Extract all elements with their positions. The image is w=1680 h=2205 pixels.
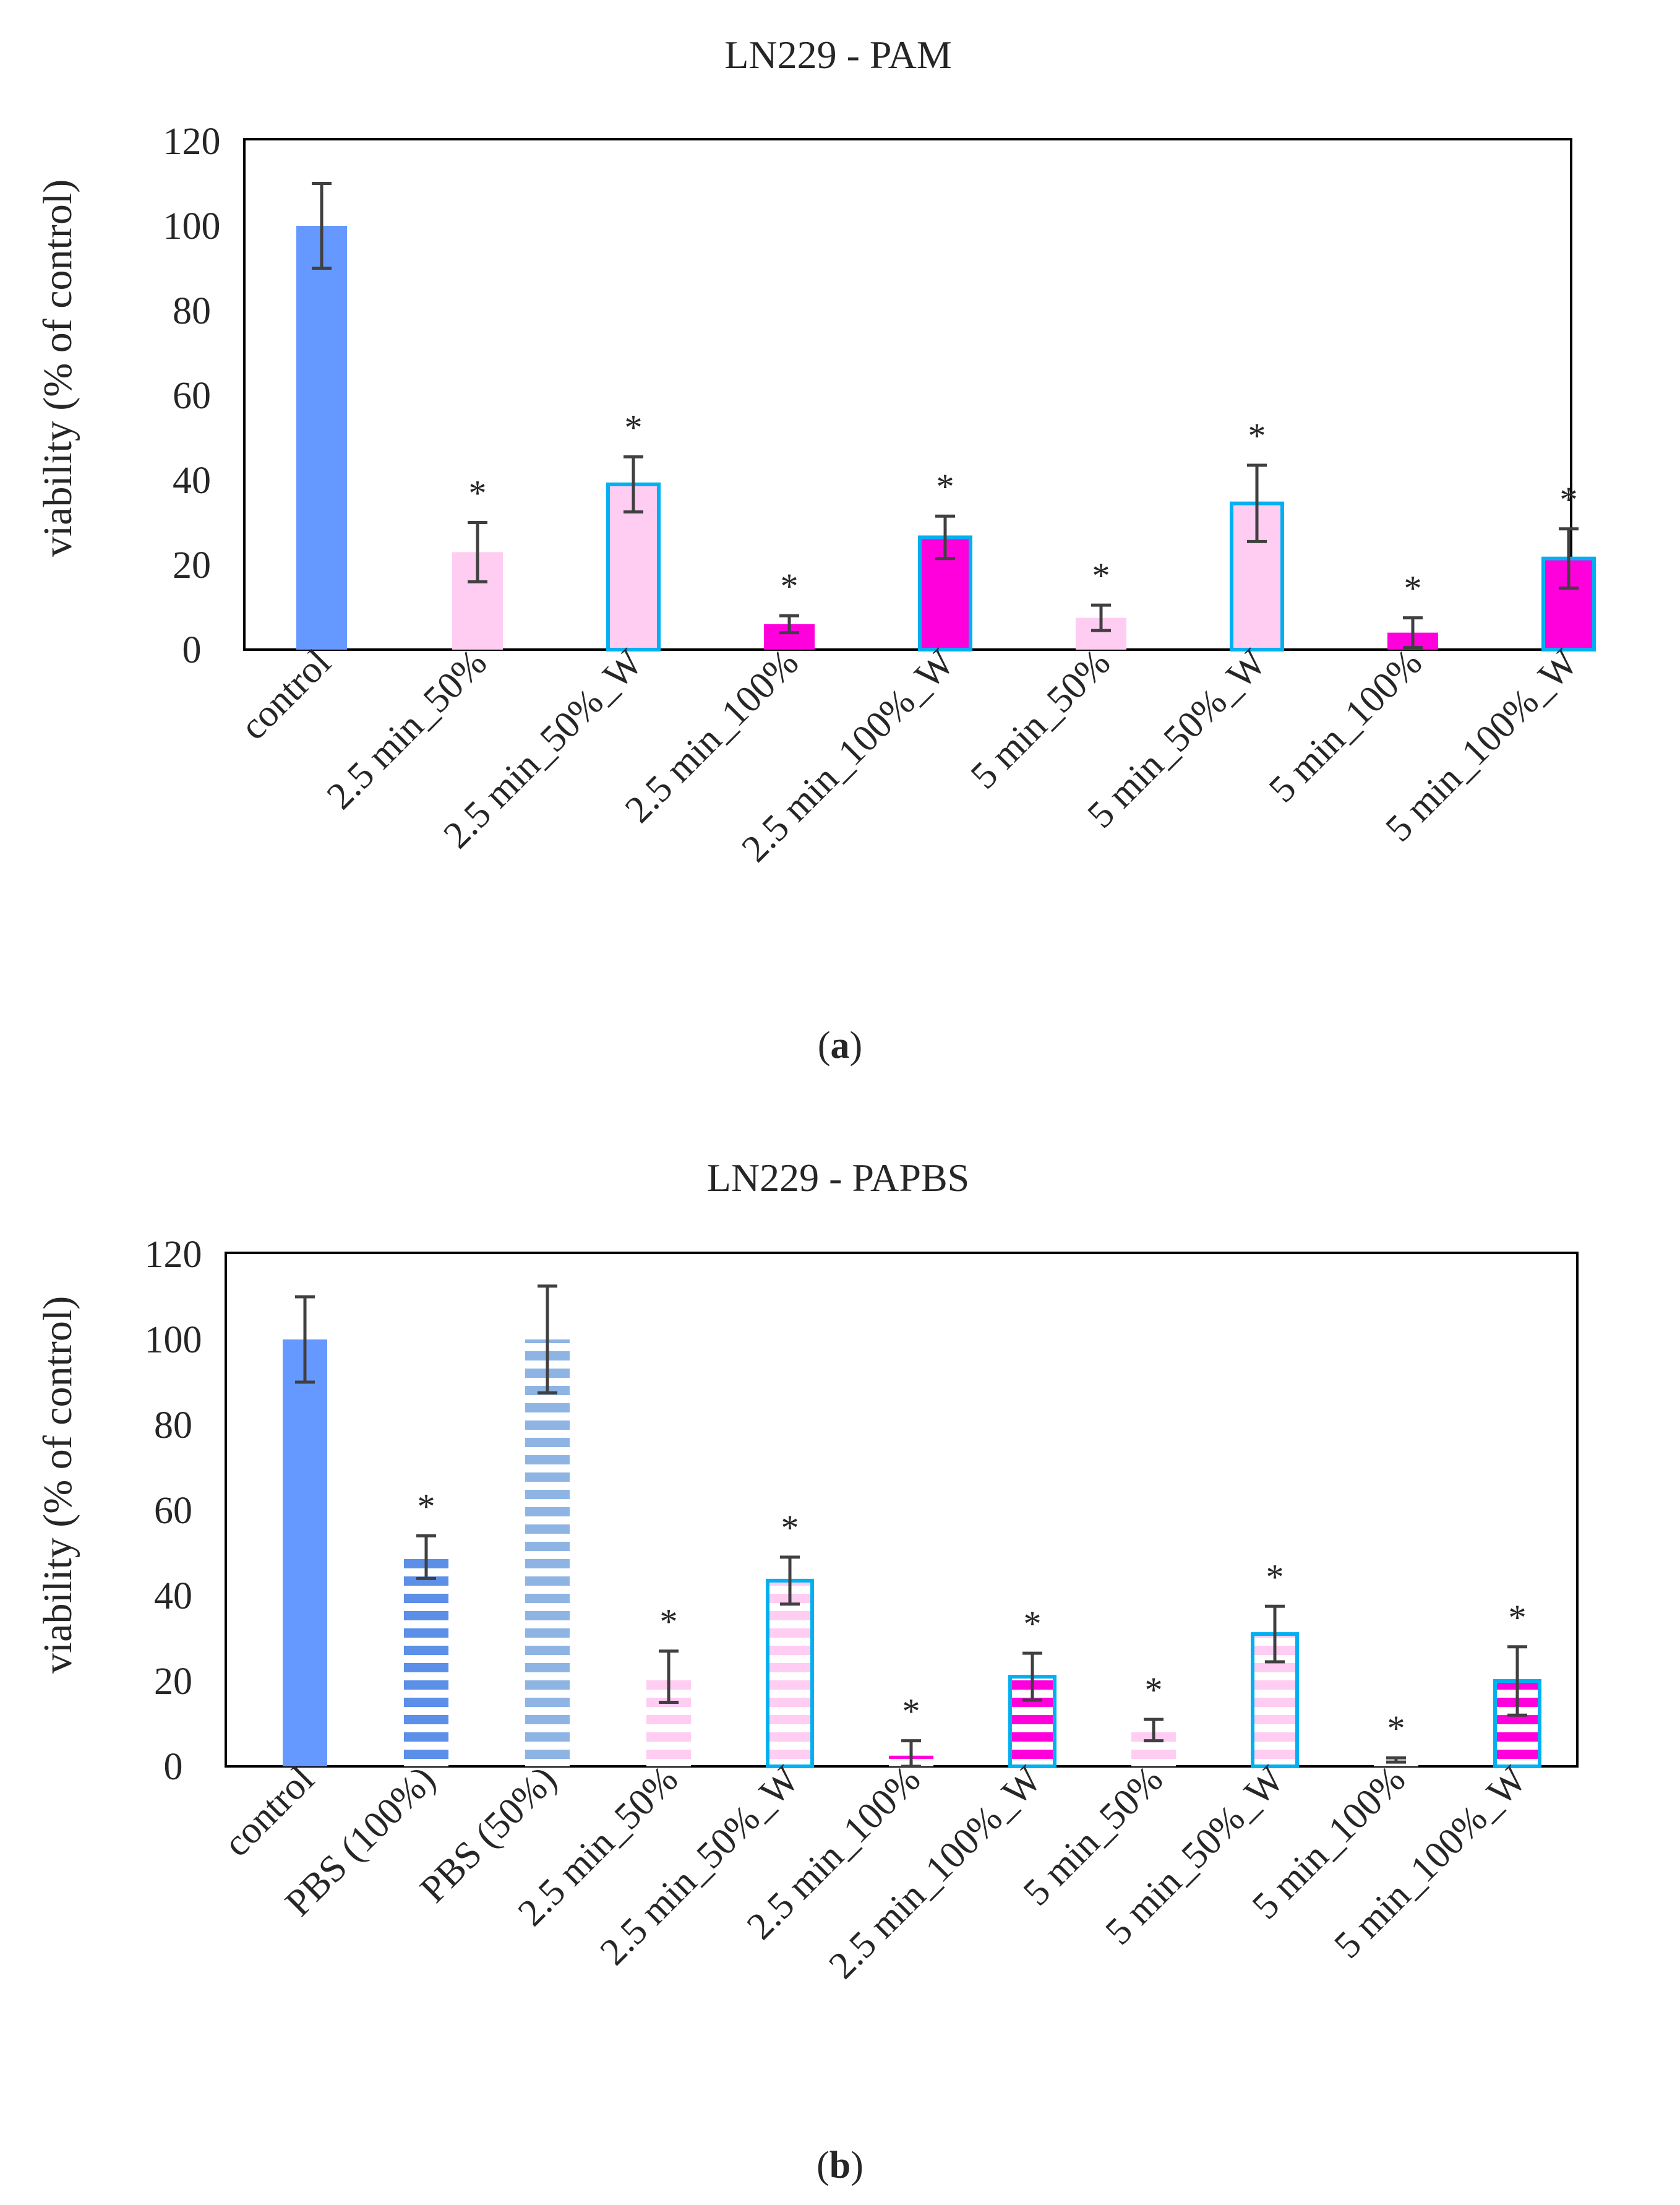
y-tick-label: 0 bbox=[182, 629, 202, 671]
significance-star: * bbox=[781, 566, 799, 606]
significance-star: * bbox=[902, 1691, 920, 1732]
significance-star: * bbox=[1560, 479, 1578, 520]
significance-star: * bbox=[625, 407, 643, 447]
chart-title: LN229 - PAM bbox=[724, 33, 951, 77]
significance-star: * bbox=[1248, 416, 1266, 456]
y-axis-label: viability (% of control) bbox=[35, 1296, 80, 1674]
significance-star: * bbox=[1266, 1557, 1284, 1597]
category-label: control bbox=[233, 642, 339, 748]
plot-area-frame bbox=[243, 138, 1572, 651]
significance-star: * bbox=[1092, 556, 1110, 596]
error-bars bbox=[295, 1284, 1527, 1768]
significance-star: * bbox=[1145, 1670, 1163, 1710]
y-tick-labels: 0 20 40 60 80 100 120 bbox=[145, 1234, 202, 1788]
significance-star: * bbox=[1387, 1708, 1405, 1748]
category-label: 5 min_100% bbox=[1261, 642, 1430, 810]
significance-star: * bbox=[1509, 1597, 1527, 1638]
y-tick-label: 100 bbox=[163, 205, 221, 247]
panel-label-a: (a) bbox=[818, 1025, 862, 1067]
significance-star: * bbox=[1024, 1604, 1042, 1644]
error-bars bbox=[312, 182, 1579, 650]
y-tick-label: 60 bbox=[154, 1490, 192, 1532]
bar-series bbox=[296, 226, 1596, 651]
bar-pbs-100- bbox=[404, 1557, 448, 1766]
significance-markers: * * * * * * * * bbox=[469, 407, 1578, 608]
bar-control bbox=[283, 1339, 327, 1766]
category-label: 5 min_50% bbox=[962, 642, 1118, 797]
y-tick-label: 40 bbox=[173, 460, 211, 502]
panel-label-b: (b) bbox=[816, 2144, 864, 2186]
y-tick-labels: 0 20 40 60 80 100 120 bbox=[163, 121, 221, 671]
y-tick-label: 120 bbox=[163, 121, 221, 163]
y-tick-label: 120 bbox=[145, 1234, 202, 1276]
y-tick-label: 40 bbox=[154, 1575, 192, 1617]
significance-star: * bbox=[418, 1486, 435, 1526]
category-label: 2.5 min_50% bbox=[319, 642, 495, 817]
bar-2-5-min-50-w bbox=[766, 1578, 814, 1769]
y-tick-label: 80 bbox=[154, 1404, 192, 1446]
chart-panel-b: LN229 - PAPBS viability (% of control) 0… bbox=[35, 1156, 1579, 2186]
significance-star: * bbox=[1404, 569, 1422, 609]
chart-panel-a: LN229 - PAM viability (% of control) 0 20… bbox=[35, 33, 1596, 1067]
y-tick-label: 100 bbox=[145, 1319, 202, 1361]
y-axis-label: viability (% of control) bbox=[35, 179, 80, 557]
significance-star: * bbox=[469, 473, 487, 514]
category-label: control bbox=[216, 1758, 322, 1865]
bar-pbs-50- bbox=[525, 1339, 570, 1766]
significance-star: * bbox=[660, 1602, 678, 1642]
significance-markers: * * * * * * * * * bbox=[418, 1486, 1527, 1748]
y-tick-label: 0 bbox=[164, 1746, 183, 1788]
bar-control bbox=[296, 226, 347, 650]
significance-star: * bbox=[936, 466, 954, 507]
y-tick-label: 60 bbox=[173, 375, 211, 417]
significance-star: * bbox=[781, 1508, 799, 1548]
chart-title: LN229 - PAPBS bbox=[707, 1156, 969, 1200]
y-tick-label: 80 bbox=[173, 290, 211, 332]
y-tick-label: 20 bbox=[173, 544, 211, 587]
category-label: 2.5 min_100%_W bbox=[821, 1758, 1050, 1987]
y-tick-label: 20 bbox=[154, 1661, 192, 1703]
